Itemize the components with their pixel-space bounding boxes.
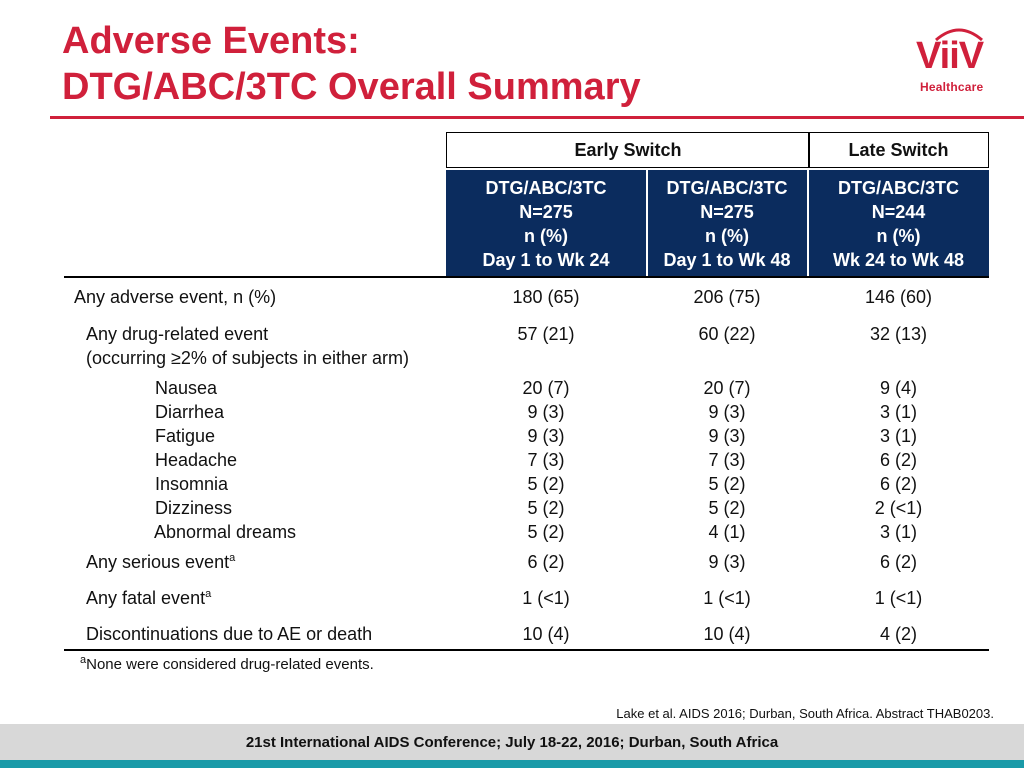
title-divider — [50, 116, 1024, 119]
cell: 20 (7) — [522, 378, 570, 398]
slide-title: Adverse Events: DTG/ABC/3TC Overall Summ… — [62, 18, 641, 110]
column-separator — [807, 170, 809, 276]
column-separator — [646, 170, 648, 276]
cell: 9 (3) — [708, 402, 746, 422]
cell: 9 (4) — [879, 378, 917, 398]
row-label-nausea: Nausea — [155, 378, 218, 398]
cell: 10 (4) — [703, 624, 751, 644]
row-label-insomnia: Insomnia — [155, 474, 229, 494]
row-label-diarrhea: Diarrhea — [155, 402, 225, 422]
cell: 5 (2) — [527, 474, 565, 494]
cell: 3 (1) — [879, 522, 917, 542]
row-label-fatigue: Fatigue — [155, 426, 216, 446]
row-label-serious: Any serious eventa — [86, 552, 236, 572]
cell: 4 (2) — [879, 624, 917, 644]
cell: 3 (1) — [879, 426, 917, 446]
cell: 5 (2) — [708, 498, 746, 518]
cell: 6 (2) — [879, 450, 917, 470]
cell: 32 (13) — [869, 324, 928, 344]
table-bottom-rule — [64, 649, 989, 651]
cell: 60 (22) — [698, 324, 756, 344]
cell: 7 (3) — [708, 450, 746, 470]
footer-accent-bar — [0, 760, 1024, 768]
cell: 10 (4) — [522, 624, 570, 644]
cell: 7 (3) — [527, 450, 565, 470]
title-line-2: DTG/ABC/3TC Overall Summary — [62, 66, 641, 108]
footnote: aNone were considered drug-related event… — [80, 654, 374, 674]
column-header-3: DTG/ABC/3TC N=244 n (%) Wk 24 to Wk 48 — [832, 178, 965, 270]
cell: 3 (1) — [879, 402, 917, 422]
cell: 6 (2) — [879, 474, 917, 494]
logo-sub: Healthcare — [920, 80, 984, 94]
row-label-any-ae: Any adverse event, n (%) — [74, 287, 277, 307]
row-label-fatal: Any fatal eventa — [86, 588, 212, 608]
column-header-band — [446, 170, 989, 276]
row-label-headache: Headache — [155, 450, 238, 470]
cell: 9 (3) — [708, 552, 746, 572]
citation: Lake et al. AIDS 2016; Durban, South Afr… — [616, 706, 994, 721]
row-label-drug-related-note: (occurring ≥2% of subjects in either arm… — [86, 348, 409, 368]
cell: 1 (<1) — [522, 588, 570, 608]
row-label-dizziness: Dizziness — [155, 498, 233, 518]
cell: 5 (2) — [527, 498, 565, 518]
logo-arc-icon — [935, 28, 983, 42]
cell: 9 (3) — [527, 402, 565, 422]
cell: 5 (2) — [708, 474, 746, 494]
header-rule — [64, 276, 989, 278]
footer-text: 21st International AIDS Conference; July… — [245, 734, 779, 751]
viiv-logo: ViiV Healthcare — [916, 26, 998, 96]
cell: 206 (75) — [693, 287, 761, 307]
cell: 5 (2) — [527, 522, 565, 542]
logo-brand: ViiV — [916, 35, 984, 77]
cell: 9 (3) — [708, 426, 746, 446]
cell: 9 (3) — [527, 426, 565, 446]
cell: 2 (<1) — [874, 498, 923, 518]
cell: 146 (60) — [864, 287, 933, 307]
cell: 1 (<1) — [874, 588, 923, 608]
row-label-drug-related: Any drug-related event — [86, 324, 269, 344]
group-late-switch: Late Switch — [808, 132, 989, 168]
cell: 57 (21) — [517, 324, 575, 344]
column-header-1: DTG/ABC/3TC N=275 n (%) Day 1 to Wk 24 — [482, 178, 610, 270]
cell: 20 (7) — [703, 378, 751, 398]
cell: 4 (1) — [708, 522, 746, 542]
column-header-2: DTG/ABC/3TC N=275 n (%) Day 1 to Wk 48 — [663, 178, 791, 270]
cell: 1 (<1) — [703, 588, 751, 608]
row-label-discontinuations: Discontinuations due to AE or death — [86, 624, 373, 644]
cell: 180 (65) — [512, 287, 580, 307]
cell: 6 (2) — [527, 552, 565, 572]
footer-band: 21st International AIDS Conference; July… — [0, 724, 1024, 760]
row-label-abnormal-dreams: Abnormal dreams — [154, 522, 297, 542]
cell: 6 (2) — [879, 552, 917, 572]
title-line-1: Adverse Events: — [62, 20, 360, 62]
group-early-switch: Early Switch — [446, 132, 810, 168]
